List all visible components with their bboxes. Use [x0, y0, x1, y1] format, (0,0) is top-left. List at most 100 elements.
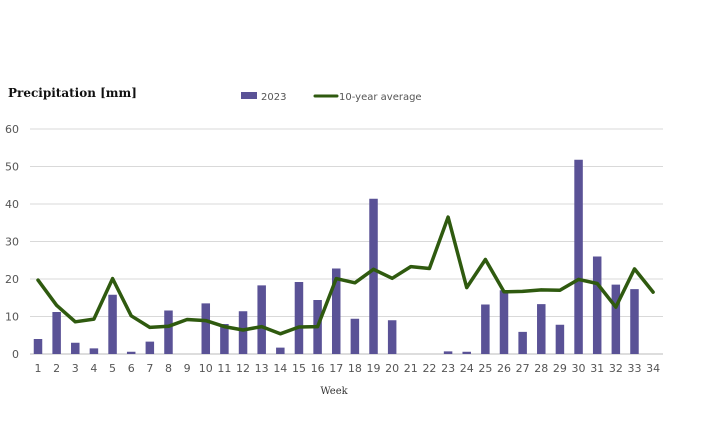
x-tick-label: 23 [441, 362, 455, 375]
x-tick-label: 13 [255, 362, 269, 375]
bar-week-28 [537, 304, 546, 354]
x-tick-label: 26 [497, 362, 511, 375]
y-tick-label: 50 [5, 161, 19, 174]
bar-week-15 [294, 282, 304, 354]
bar-week-5 [108, 294, 117, 354]
average-point-week-20 [390, 276, 394, 280]
x-axis-title: Week [320, 386, 348, 397]
bars-2023 [33, 159, 639, 354]
average-point-week-21 [409, 265, 413, 269]
x-tick-label: 21 [404, 362, 418, 375]
x-tick-label: 2 [53, 362, 60, 375]
average-point-week-6 [129, 314, 133, 318]
bar-week-31 [592, 256, 602, 354]
line-average [36, 215, 655, 336]
bar-week-4 [89, 348, 99, 354]
x-tick-label: 5 [109, 362, 116, 375]
average-point-week-9 [185, 318, 189, 321]
legend-label-average: 10-year average [339, 92, 422, 103]
y-axis-ticks: 0 10 20 30 40 50 60 [5, 123, 19, 361]
average-point-week-30 [577, 277, 581, 281]
x-tick-label: 18 [348, 362, 362, 375]
legend-label-2023: 2023 [261, 92, 286, 103]
y-tick-label: 0 [12, 348, 19, 361]
y-tick-label: 30 [5, 236, 19, 249]
x-tick-label: 1 [35, 362, 42, 375]
x-tick-label: 10 [199, 362, 213, 375]
average-point-week-2 [55, 303, 59, 307]
average-point-week-11 [222, 325, 226, 329]
bar-week-10 [201, 303, 211, 354]
x-tick-label: 27 [516, 362, 530, 375]
x-tick-label: 4 [90, 362, 97, 375]
x-tick-label: 20 [385, 362, 399, 375]
gridlines [30, 128, 663, 355]
x-tick-label: 34 [646, 362, 660, 375]
bar-week-32 [611, 284, 621, 354]
bar-week-6 [126, 351, 136, 354]
y-tick-label: 40 [5, 198, 19, 211]
average-point-week-25 [483, 258, 487, 261]
x-tick-label: 16 [311, 362, 325, 375]
average-point-week-4 [92, 317, 96, 321]
average-point-week-12 [241, 328, 245, 332]
average-point-week-31 [595, 282, 599, 285]
average-point-week-24 [465, 286, 469, 290]
average-point-week-23 [446, 215, 450, 219]
x-tick-label: 3 [72, 362, 79, 375]
bar-week-33 [630, 289, 639, 354]
bar-week-20 [387, 320, 397, 354]
average-point-week-33 [632, 267, 636, 271]
x-tick-label: 6 [128, 362, 135, 375]
bar-week-18 [350, 318, 360, 354]
bar-week-3 [71, 342, 80, 354]
average-point-week-26 [502, 290, 506, 294]
average-series-line [36, 215, 655, 336]
x-tick-label: 19 [367, 362, 381, 375]
average-point-week-28 [539, 288, 543, 292]
y-axis-title: Precipitation [mm] [8, 86, 137, 100]
bar-week-14 [276, 347, 285, 354]
bar-week-19 [369, 198, 378, 354]
average-point-week-32 [614, 305, 618, 309]
average-point-week-3 [73, 320, 77, 324]
bar-week-27 [518, 331, 527, 354]
average-point-week-22 [427, 267, 431, 270]
average-point-week-29 [558, 288, 562, 292]
bar-week-17 [331, 268, 341, 354]
bar-week-2 [52, 312, 61, 354]
x-tick-label: 8 [165, 362, 172, 375]
bar-week-1 [33, 339, 43, 354]
average-point-week-14 [278, 332, 282, 336]
x-tick-label: 17 [329, 362, 343, 375]
average-point-week-19 [372, 267, 376, 271]
average-point-week-10 [204, 319, 208, 323]
bar-week-13 [257, 285, 266, 354]
x-tick-label: 32 [609, 362, 623, 375]
x-tick-label: 31 [590, 362, 604, 375]
x-tick-label: 7 [146, 362, 153, 375]
average-point-week-17 [334, 277, 338, 281]
x-tick-label: 33 [627, 362, 641, 375]
x-tick-label: 9 [184, 362, 191, 375]
bar-week-30 [574, 159, 583, 354]
bar-week-7 [145, 341, 155, 354]
x-tick-label: 12 [236, 362, 250, 375]
average-point-week-34 [651, 290, 655, 294]
legend-swatch-2023 [241, 92, 257, 99]
average-point-week-5 [111, 277, 115, 281]
x-tick-label: 30 [572, 362, 586, 375]
bar-week-25 [481, 304, 490, 354]
bar-week-8 [164, 310, 173, 354]
x-tick-label: 28 [534, 362, 548, 375]
average-point-week-16 [316, 325, 320, 329]
x-tick-label: 11 [217, 362, 231, 375]
bar-week-12 [238, 311, 248, 354]
average-point-week-1 [36, 278, 40, 282]
x-tick-label: 25 [478, 362, 492, 375]
average-point-week-13 [260, 325, 264, 329]
bar-week-11 [220, 324, 229, 354]
x-tick-label: 22 [422, 362, 436, 375]
bar-week-23 [443, 351, 453, 354]
